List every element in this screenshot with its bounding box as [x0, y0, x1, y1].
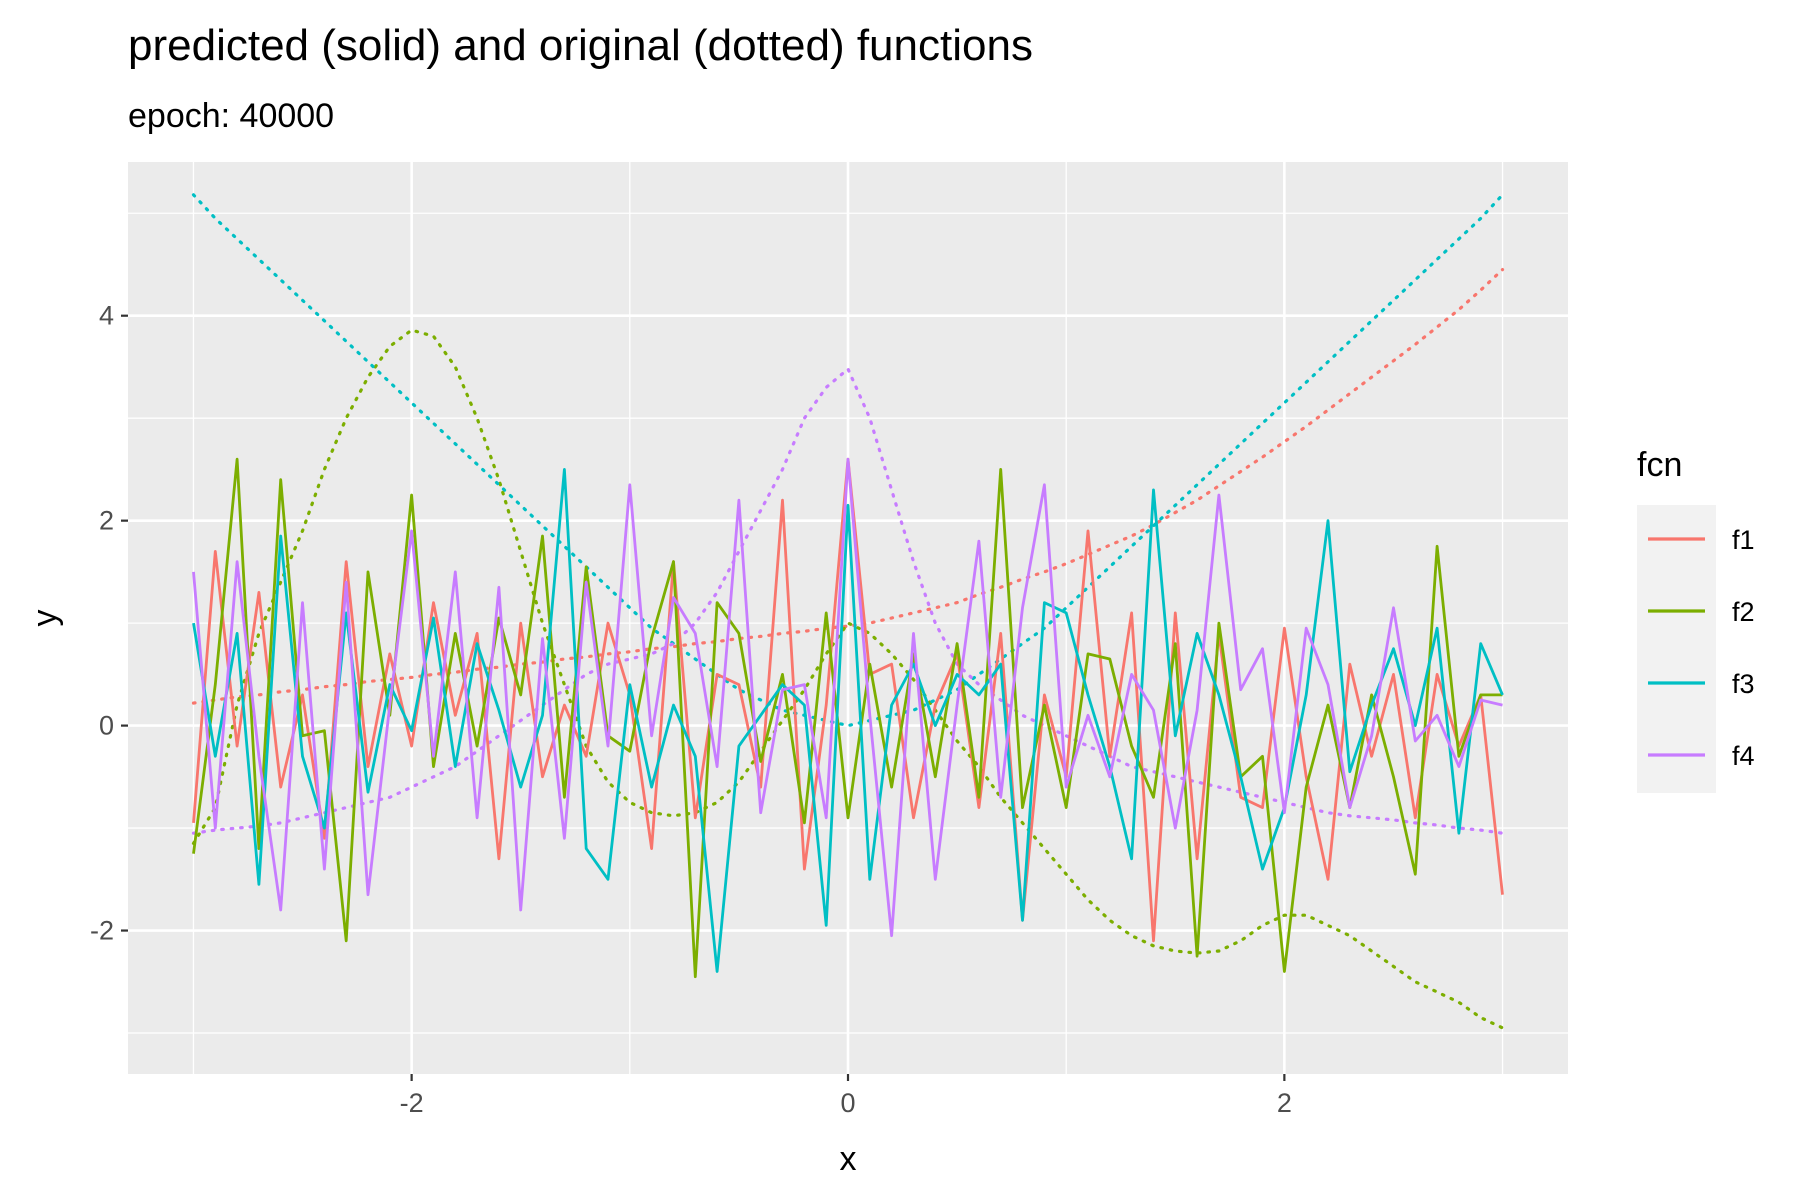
y-tick-label: -2 — [90, 916, 114, 946]
x-tick-label: 0 — [840, 1088, 855, 1118]
y-tick-label: 4 — [99, 301, 114, 331]
legend-label-f1: f1 — [1732, 525, 1755, 555]
series-f2-predicted-line — [192, 457, 1503, 979]
chart-title: predicted (solid) and original (dotted) … — [128, 21, 1033, 70]
series-f4-predicted-line — [192, 457, 1503, 938]
y-axis-title: y — [26, 610, 64, 627]
x-tick-label: 2 — [1277, 1088, 1292, 1118]
x-axis-title: x — [840, 1140, 857, 1178]
legend-title: fcn — [1637, 446, 1682, 484]
chart-subtitle: epoch: 40000 — [128, 97, 334, 135]
y-tick-label: 2 — [99, 506, 114, 536]
legend-entries: f1 f2 f3 f4 — [1648, 525, 1755, 771]
legend-label-f4: f4 — [1732, 741, 1755, 771]
series-f3-original-line — [191, 193, 1505, 728]
series-f2-original-line — [191, 328, 1505, 1030]
y-tick-label: 0 — [99, 711, 114, 741]
legend-label-f2: f2 — [1732, 597, 1755, 627]
legend: fcn f1 f2 f3 f4 — [1637, 446, 1755, 793]
legend-label-f3: f3 — [1732, 669, 1755, 699]
x-tick-label: -2 — [400, 1088, 424, 1118]
series-f1-original-line — [191, 268, 1505, 705]
x-axis: -2 0 2 — [400, 1074, 1292, 1118]
legend-key-background — [1637, 505, 1716, 793]
y-axis: -2 0 2 4 — [90, 301, 128, 946]
plot-panel — [128, 162, 1568, 1074]
series-layer — [191, 193, 1505, 1030]
